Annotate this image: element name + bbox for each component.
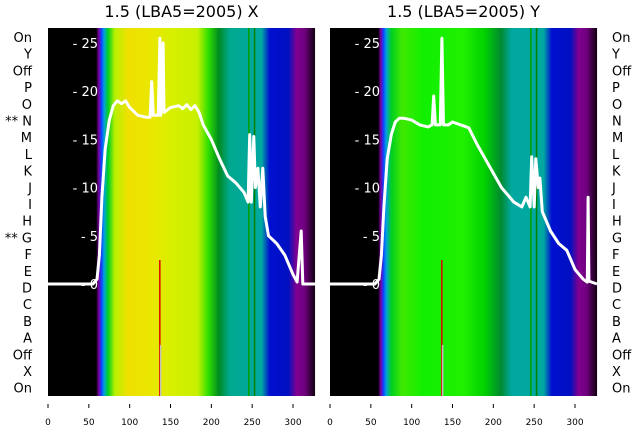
row-label: ** G [5,231,32,246]
line-artefact [253,28,256,396]
row-label: F [25,248,32,263]
row-label: B [23,315,32,330]
x-tick-label: 250 [244,418,261,428]
panel-y: 1.5 (LBA5=2005) YOnYOffPONMLKJIHGFEDCBAO… [327,2,632,428]
x-tick-label: 150 [162,418,179,428]
row-label: Y [611,48,620,63]
row-label: M [612,131,623,146]
row-label: J [611,181,616,196]
heatmap [48,28,316,396]
line-artefact [530,28,532,396]
row-label: J [27,181,32,196]
x-tick-label: 100 [121,418,138,428]
row-label: Y [23,48,32,63]
x-tick-label: 250 [526,418,543,428]
x-tick-label: 300 [284,418,301,428]
y-tick-label: - 15 [355,133,380,148]
row-label: C [23,298,32,313]
row-label: G [612,231,622,246]
row-label: O [22,98,32,113]
y-tick-label: - 10 [355,182,380,197]
y-tick-label: - 20 [73,85,98,100]
line-artefact [441,345,444,396]
heatmap [330,28,598,396]
y-tick-label: - 25 [355,37,380,52]
row-label: On [14,382,32,397]
row-label: P [24,81,32,96]
row-label: A [612,332,621,347]
row-label: D [612,282,622,297]
x-tick-label: 300 [566,418,583,428]
row-label: K [612,165,621,180]
chart-title: 1.5 (LBA5=2005) X [104,2,258,21]
x-tick-label: 200 [203,418,220,428]
x-tick-label: 0 [327,418,333,428]
row-label: D [22,282,32,297]
line-artefact [159,260,161,396]
row-label: ** N [5,115,32,130]
row-label: A [23,332,32,347]
row-label: H [22,215,32,230]
x-tick-label: 50 [83,418,95,428]
chart-title: 1.5 (LBA5=2005) Y [387,2,540,21]
y-tick-label: - 5 [363,230,380,245]
row-label: E [612,265,620,280]
row-label: X [23,365,32,380]
row-label: K [23,165,32,180]
row-label: I [28,198,32,213]
x-tick-label: 150 [444,418,461,428]
x-tick-label: 0 [45,418,51,428]
row-label: N [612,115,622,130]
row-label: Off [612,64,632,79]
row-label: H [612,215,622,230]
line-artefact [248,28,250,396]
row-label: I [612,198,616,213]
row-label: On [14,31,32,46]
row-label: On [612,31,630,46]
row-label: On [612,382,630,397]
row-label: Off [13,348,33,363]
y-tick-label: - 20 [355,85,380,100]
spectrum-line [48,36,316,286]
line-artefact [441,260,443,396]
x-tick-label: 50 [365,418,377,428]
row-label: C [612,298,621,313]
row-label: Off [13,64,33,79]
row-label: P [612,81,620,96]
row-label: X [612,365,621,380]
line-artefact [535,28,538,396]
row-label: E [24,265,32,280]
row-label: L [612,148,620,163]
row-label: B [612,315,621,330]
spectrum-line [330,36,598,286]
y-tick-label: - 10 [73,182,98,197]
row-label: M [21,131,32,146]
x-tick-label: 200 [485,418,502,428]
row-label: O [612,98,622,113]
line-artefact [159,345,162,396]
y-tick-label: - 5 [81,230,98,245]
x-tick-label: 100 [403,418,420,428]
y-tick-label: - 15 [73,133,98,148]
row-label: L [25,148,33,163]
y-tick-label: - 25 [73,37,98,52]
row-label: Off [612,348,632,363]
row-label: F [612,248,619,263]
